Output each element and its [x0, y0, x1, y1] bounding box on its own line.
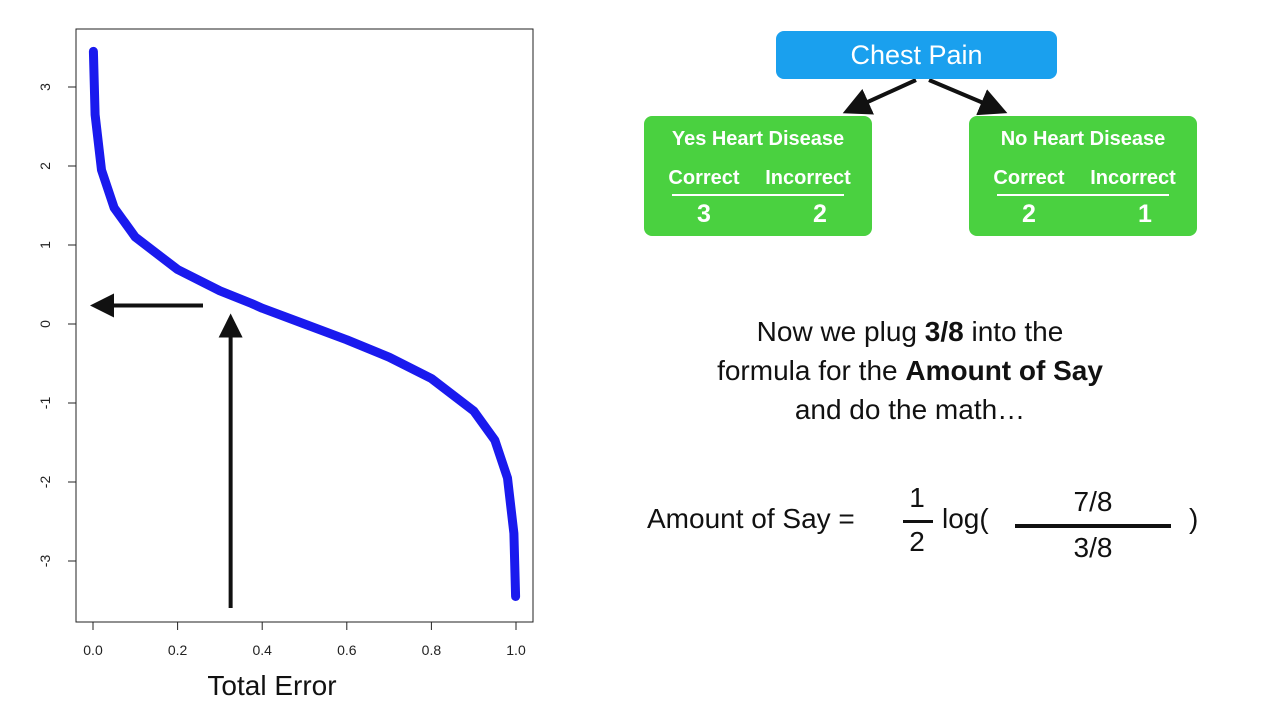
half-denominator: 2 [909, 526, 925, 557]
x-tick-label: 1.0 [506, 642, 526, 658]
incorrect-header: Incorrect [765, 167, 851, 189]
correct-count: 2 [1022, 200, 1036, 228]
x-tick-label: 0.0 [83, 642, 103, 658]
incorrect-header: Incorrect [1090, 167, 1176, 189]
y-tick-label: 1 [37, 241, 53, 249]
leaf-title: Yes Heart Disease [671, 128, 845, 150]
log-close: ) [1189, 503, 1199, 534]
stump-root-node: Chest Pain [776, 31, 1057, 79]
correct-header: Correct [668, 167, 740, 189]
half-fraction-bar [903, 520, 933, 523]
branch-arrow-right [928, 78, 1008, 116]
incorrect-count: 1 [1138, 200, 1152, 228]
x-tick-label: 0.4 [252, 642, 272, 658]
y-tick-label: -1 [37, 397, 53, 410]
amount-of-say-formula: Amount of Say = 1 2 log( 7/8 3/8 ) [647, 480, 1217, 570]
ratio-fraction-bar [1015, 524, 1171, 528]
x-axis: 0.0 0.2 0.4 0.6 0.8 1.0 [83, 621, 526, 658]
total-error-curve [88, 46, 521, 601]
explanation-line-2: formula for the Amount of Say [640, 351, 1180, 390]
x-tick-label: 0.2 [168, 642, 188, 658]
explanation-line-3: and do the math… [794, 394, 1026, 425]
leaf-no-heart-disease: No Heart Disease Correct Incorrect 2 1 [969, 116, 1197, 236]
y-tick-label: -3 [37, 555, 53, 568]
correct-count: 3 [697, 200, 711, 228]
formula-lhs: Amount of Say = [647, 503, 855, 534]
y-tick-label: 3 [37, 83, 53, 91]
root-label: Chest Pain [850, 39, 983, 70]
leaf-title: No Heart Disease [1000, 128, 1166, 150]
incorrect-count: 2 [813, 200, 827, 228]
y-tick-label: 2 [37, 162, 53, 170]
half-numerator: 1 [909, 482, 925, 513]
leaf-yes-heart-disease: Yes Heart Disease Correct Incorrect 3 2 [644, 116, 872, 236]
explain-emphasis: 3/8 [924, 316, 964, 347]
x-tick-label: 0.6 [337, 642, 357, 658]
explain-emphasis: Amount of Say [905, 355, 1103, 386]
header-rule [997, 194, 1169, 196]
explain-text: into the [963, 316, 1064, 347]
explain-text: Now we plug [756, 316, 925, 347]
amount-of-say-chart: 3 2 1 0 -1 -2 -3 0.0 0.2 0.4 0.6 0.8 1.0 Total Erro… [37, 28, 534, 701]
explanation-text: Now we plug 3/8 into the formula for the… [640, 312, 1180, 429]
header-rule [672, 194, 844, 196]
ratio-denominator: 3/8 [1073, 532, 1113, 563]
branch-arrow-left [842, 78, 917, 115]
x-axis-title: Total Error [207, 670, 336, 701]
reading-arrows [90, 293, 243, 608]
log-open: log( [942, 503, 989, 534]
ratio-numerator: 7/8 [1073, 486, 1113, 517]
y-tick-label: 0 [37, 320, 53, 328]
explain-text: formula for the [717, 355, 906, 386]
y-tick-label: -2 [37, 476, 53, 489]
correct-header: Correct [993, 167, 1065, 189]
explanation-line-1: Now we plug 3/8 into the [640, 312, 1180, 351]
x-tick-label: 0.8 [422, 642, 442, 658]
y-axis: 3 2 1 0 -1 -2 -3 [37, 83, 77, 568]
